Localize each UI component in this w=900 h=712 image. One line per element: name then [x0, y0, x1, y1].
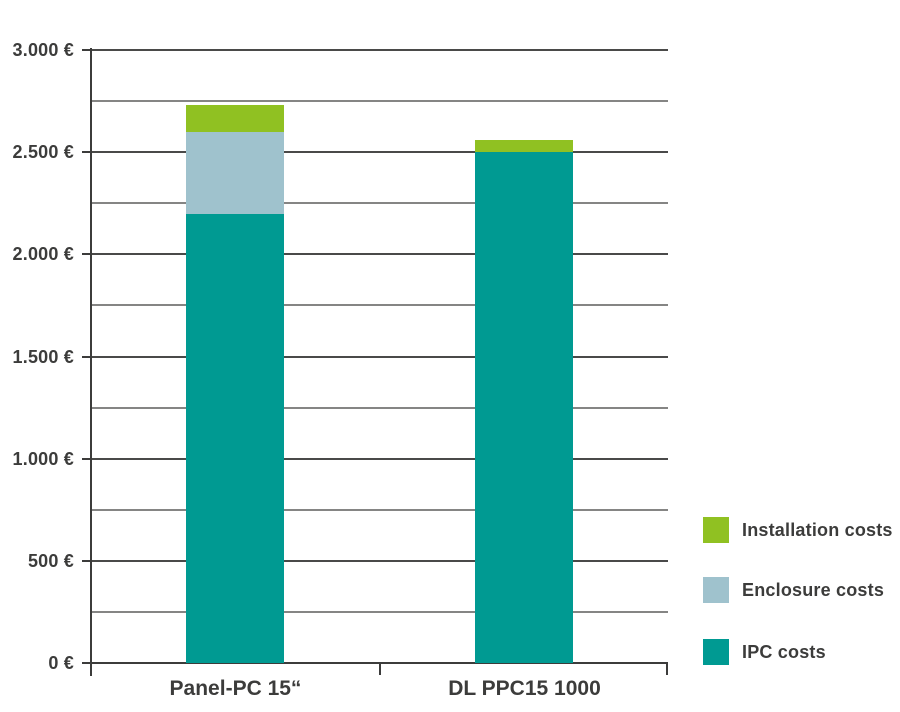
- bar-segment-enclosure-costs: [186, 132, 284, 214]
- bar-segment-installation-costs: [186, 105, 284, 132]
- legend-item: Enclosure costs: [703, 577, 884, 603]
- gridline-major: [91, 560, 668, 562]
- y-tick-label: 500 €: [27, 551, 74, 571]
- legend-label: Enclosure costs: [742, 580, 885, 600]
- bar-segment-ipc-costs: [475, 152, 573, 663]
- legend-swatch-installation-costs: [703, 517, 729, 543]
- x-axis-tick: [379, 662, 381, 675]
- y-axis-tick: [82, 560, 91, 562]
- y-axis-tick: [82, 458, 91, 460]
- y-tick-label: 0 €: [48, 653, 74, 673]
- y-tick-label: 2.500 €: [12, 142, 74, 162]
- legend-swatch-ipc-costs: [703, 639, 729, 665]
- legend-label: Installation costs: [742, 520, 893, 540]
- y-axis: [90, 48, 92, 676]
- y-axis-tick: [82, 151, 91, 153]
- y-tick-label: 1.000 €: [12, 449, 74, 469]
- x-axis: [82, 662, 668, 664]
- gridline-minor: [91, 611, 668, 613]
- category-label: DL PPC15 1000: [448, 677, 601, 700]
- gridline-minor: [91, 100, 668, 102]
- bar-segment-installation-costs: [475, 140, 573, 152]
- legend-label: IPC costs: [742, 642, 826, 662]
- gridline-major: [91, 356, 668, 358]
- gridline-minor: [91, 202, 668, 204]
- y-axis-tick: [82, 49, 91, 51]
- legend-swatch-enclosure-costs: [703, 577, 729, 603]
- y-tick-label: 3.000 €: [12, 40, 74, 60]
- category-label: Panel-PC 15“: [169, 677, 302, 700]
- y-tick-label: 1.500 €: [12, 347, 74, 367]
- gridline-major: [91, 458, 668, 460]
- gridline-major: [91, 151, 668, 153]
- gridline-minor: [91, 304, 668, 306]
- gridline-major: [91, 253, 668, 255]
- y-tick-label: 2.000 €: [12, 244, 74, 264]
- bar-segment-ipc-costs: [186, 213, 284, 663]
- y-axis-tick: [82, 253, 91, 255]
- gridline-major: [91, 49, 668, 51]
- y-axis-tick: [82, 356, 91, 358]
- x-axis-end-tick: [666, 662, 668, 675]
- legend-item: IPC costs: [703, 639, 826, 665]
- gridline-minor: [91, 407, 668, 409]
- legend-item: Installation costs: [703, 517, 893, 543]
- gridline-minor: [91, 509, 668, 511]
